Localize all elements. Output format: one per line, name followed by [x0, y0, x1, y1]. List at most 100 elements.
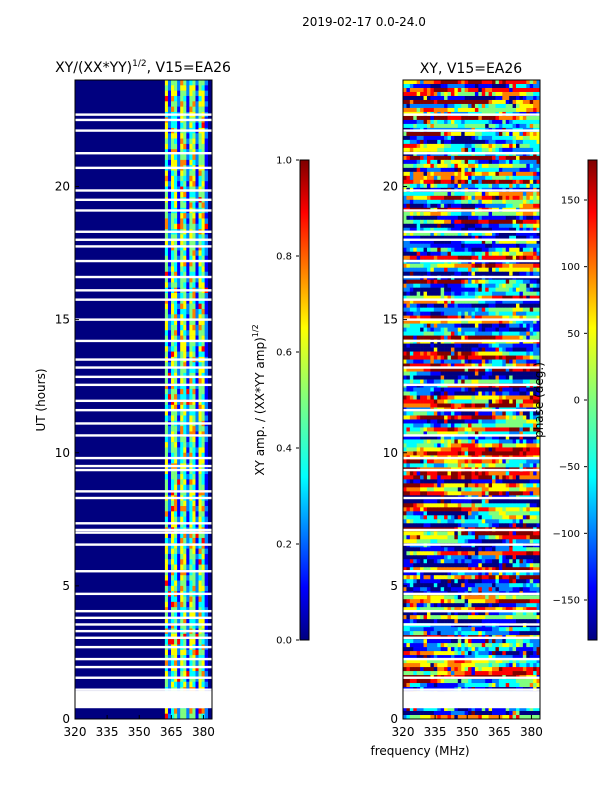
- phase-cell: [461, 323, 465, 328]
- phase-cell: [519, 307, 524, 312]
- phase-cell: [433, 279, 438, 284]
- amplitude-cell: [171, 490, 175, 496]
- phase-cell: [519, 115, 524, 121]
- phase-cell: [495, 183, 500, 189]
- phase-cell: [447, 231, 452, 237]
- amplitude-cell: [180, 671, 184, 677]
- phase-cell: [457, 163, 462, 169]
- phase-cell: [457, 295, 462, 300]
- phase-cell: [406, 80, 411, 85]
- amplitude-cell: [195, 335, 199, 342]
- phase-cell: [413, 247, 417, 253]
- amplitude-cell: [192, 335, 196, 342]
- amplitude-cell: [167, 639, 172, 645]
- amplitude-cell: [201, 80, 205, 86]
- phase-cell: [468, 147, 472, 153]
- phase-cell: [430, 215, 435, 221]
- phase-cell: [461, 335, 465, 340]
- phase-cell: [437, 299, 441, 304]
- phase-cell: [454, 331, 459, 336]
- amplitude-cell: [186, 324, 190, 331]
- amplitude-cell: [186, 665, 190, 672]
- amplitude-cell: [195, 639, 199, 645]
- phase-cell: [498, 355, 503, 360]
- data-gap: [75, 118, 212, 122]
- amplitude-cell: [192, 474, 196, 480]
- amplitude-cell: [167, 580, 172, 587]
- phase-cell: [474, 367, 479, 372]
- amplitude-cell: [164, 399, 169, 406]
- amplitude-cell: [174, 415, 178, 422]
- phase-cell: [516, 291, 520, 296]
- phase-cell: [403, 291, 407, 296]
- phase-cell: [433, 251, 438, 257]
- phase-cell: [403, 215, 407, 221]
- amplitude-cell: [164, 623, 169, 629]
- phase-cell: [416, 103, 421, 109]
- phase-cell: [468, 215, 472, 221]
- phase-cell: [409, 255, 414, 261]
- amplitude-cell: [192, 543, 196, 549]
- phase-cell: [478, 231, 483, 237]
- amplitude-cell: [183, 319, 187, 326]
- amplitude-cell: [183, 410, 187, 416]
- phase-cell: [461, 283, 465, 288]
- phase-cell: [509, 299, 513, 304]
- phase-cell: [481, 323, 486, 328]
- phase-cell: [409, 91, 414, 97]
- phase-cell: [502, 351, 507, 356]
- amplitude-cell: [164, 181, 169, 187]
- phase-cell: [426, 239, 431, 245]
- amplitude-cell: [204, 383, 209, 390]
- amplitude-cell: [180, 447, 184, 454]
- phase-cell: [447, 283, 452, 288]
- phase-cell: [498, 287, 503, 292]
- amplitude-cell: [204, 511, 209, 517]
- phase-cell: [509, 147, 513, 153]
- amplitude-cell: [183, 143, 187, 150]
- phase-cell: [420, 391, 424, 396]
- phase-cell: [464, 203, 469, 209]
- phase-cell: [474, 199, 479, 205]
- phase-cell: [423, 123, 428, 129]
- phase-cell: [444, 359, 448, 364]
- phase-cell: [416, 159, 421, 165]
- amplitude-cell: [186, 143, 190, 150]
- amplitude-cell: [189, 484, 193, 491]
- amplitude-cell: [201, 612, 205, 619]
- phase-cell: [420, 183, 424, 189]
- phase-cell: [440, 99, 445, 105]
- phase-cell: [498, 387, 503, 392]
- phase-cell: [444, 139, 448, 145]
- phase-cell: [488, 115, 493, 121]
- phase-cell: [409, 347, 414, 352]
- amplitude-cell: [180, 617, 184, 624]
- data-gap: [75, 645, 212, 649]
- phase-cell: [423, 251, 428, 257]
- amplitude-cell: [189, 580, 193, 587]
- phase-cell: [457, 343, 462, 348]
- amplitude-cell: [167, 95, 172, 102]
- phase-cell: [420, 159, 424, 165]
- amplitude-cell: [164, 335, 169, 342]
- amplitude-cell: [189, 415, 193, 422]
- phase-cell: [509, 227, 513, 233]
- phase-cell: [522, 299, 527, 304]
- phase-cell: [416, 179, 421, 185]
- amplitude-cell: [164, 479, 169, 485]
- phase-cell: [519, 83, 524, 89]
- phase-cell: [416, 195, 421, 201]
- phase-cell: [420, 307, 424, 312]
- phase-cell: [454, 131, 459, 137]
- phase-cell: [409, 371, 414, 376]
- phase-cell: [430, 295, 435, 300]
- phase-cell: [430, 315, 435, 320]
- phase-cell: [413, 103, 417, 109]
- phase-cell: [457, 223, 462, 229]
- amplitude-cell: [192, 159, 196, 166]
- phase-cell: [444, 347, 448, 352]
- phase-cell: [409, 379, 414, 384]
- amplitude-cell: [164, 564, 169, 571]
- phase-cell: [512, 99, 517, 105]
- phase-cell: [413, 323, 417, 328]
